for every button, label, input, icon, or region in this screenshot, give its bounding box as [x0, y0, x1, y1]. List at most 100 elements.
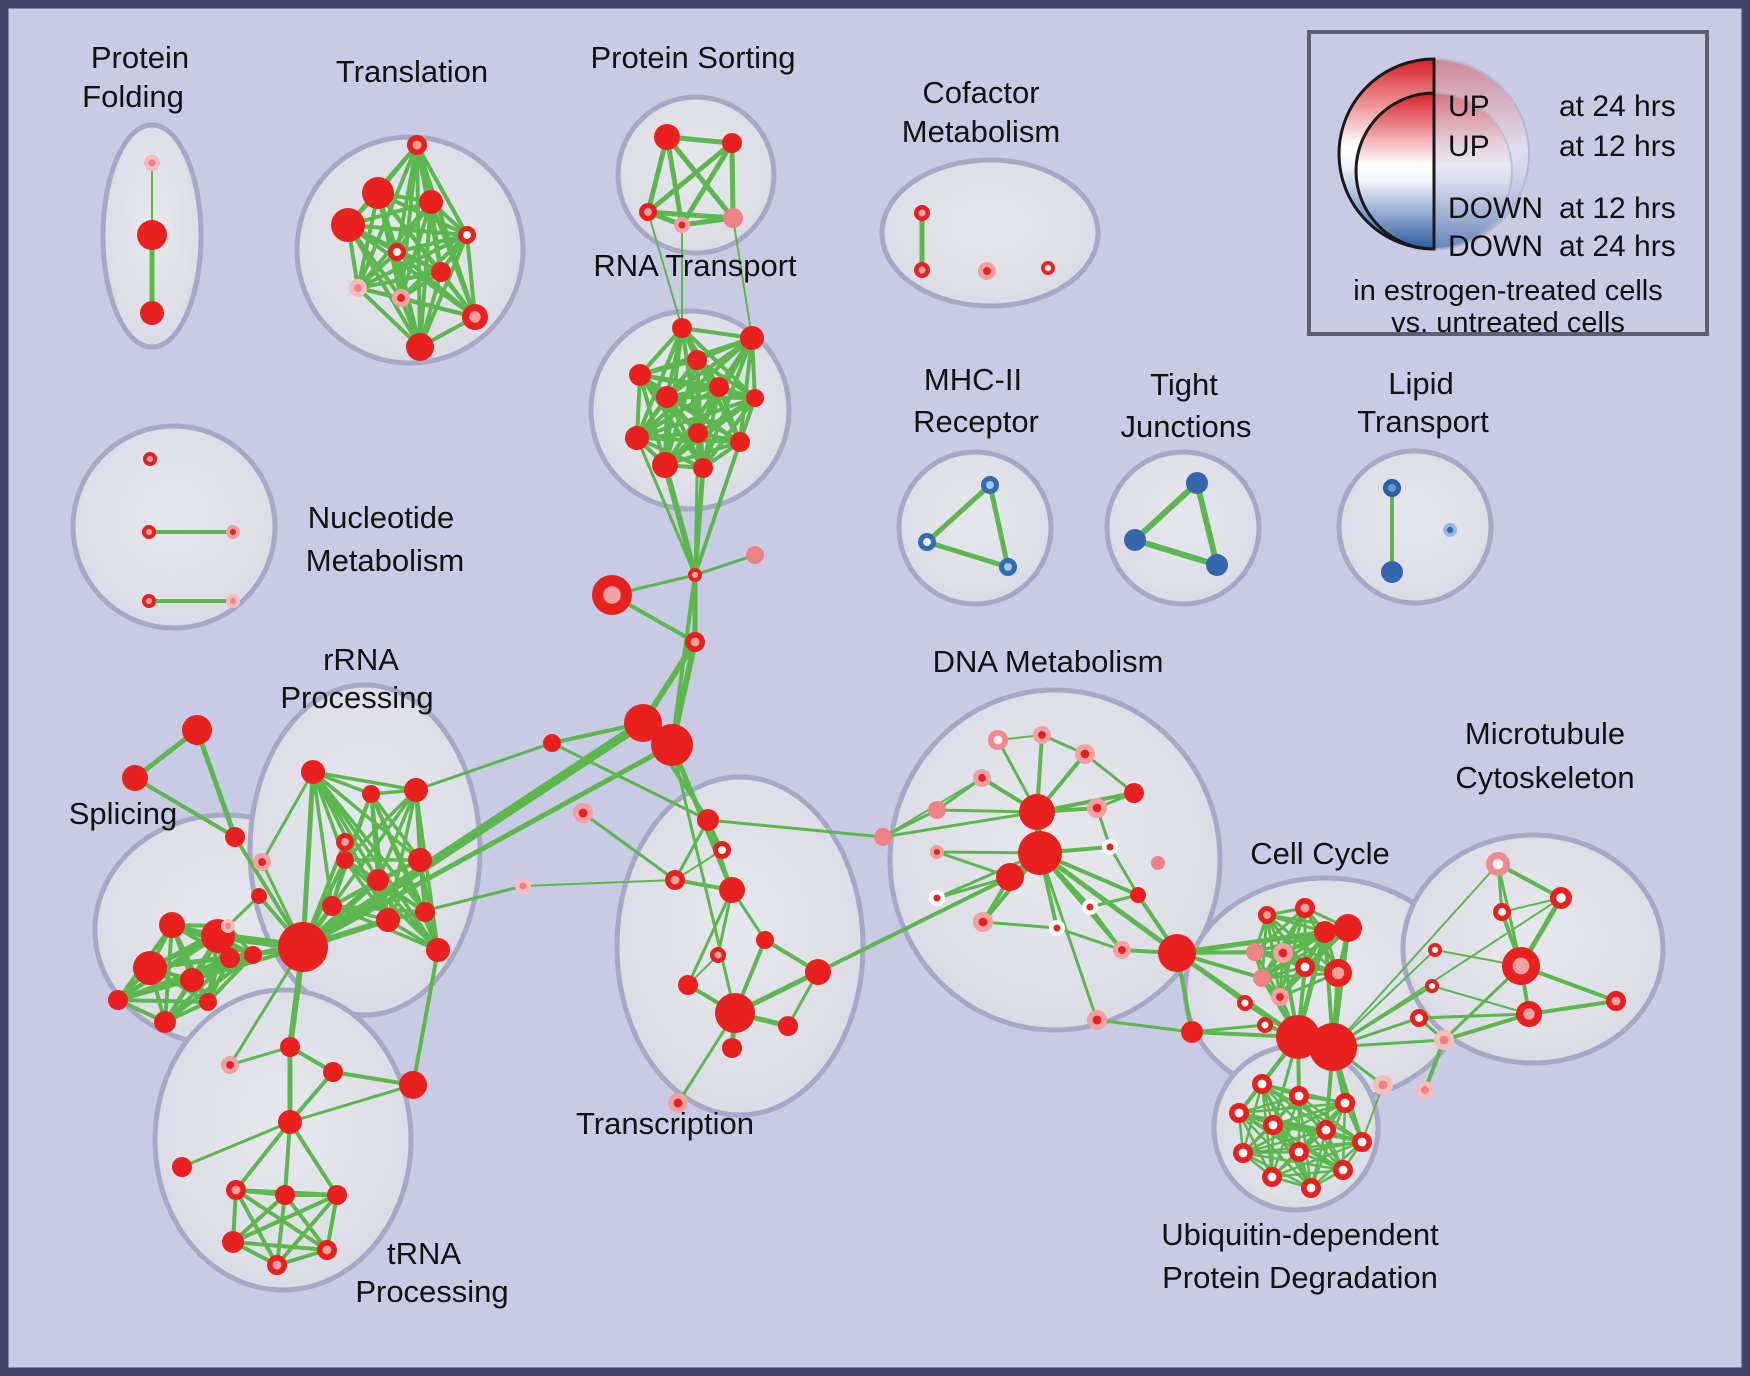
network-node [1410, 1009, 1429, 1028]
network-node [1124, 529, 1146, 551]
network-node [1295, 897, 1316, 918]
network-node [399, 1071, 427, 1099]
network-node [746, 389, 764, 407]
network-node [1381, 561, 1403, 583]
network-node [1416, 1081, 1435, 1100]
network-node [1113, 941, 1132, 960]
network-node [740, 326, 764, 350]
network-node [693, 458, 713, 478]
network-node [1493, 903, 1512, 922]
network-node [348, 278, 367, 297]
legend-up-12-word: UP [1448, 130, 1490, 163]
cluster-label-cofactor-metabolism: Cofactor [922, 75, 1039, 110]
network-node [431, 262, 451, 282]
network-node [1252, 1074, 1273, 1095]
network-node [1316, 1120, 1337, 1141]
cluster-label-tight-junctions: Tight [1150, 367, 1218, 402]
network-node [1434, 1030, 1455, 1051]
cluster-label-cofactor-metabolism: Metabolism [902, 114, 1061, 149]
network-node [391, 288, 410, 307]
network-node [1606, 990, 1627, 1011]
network-node [1427, 943, 1442, 958]
network-node [981, 475, 1000, 494]
network-node [1130, 887, 1146, 903]
network-node [1309, 1023, 1357, 1071]
network-node [387, 243, 406, 262]
network-node [572, 802, 593, 823]
network-node [719, 877, 745, 903]
network-node [336, 851, 354, 869]
network-node [225, 827, 245, 847]
network-node [327, 1185, 347, 1205]
network-node [220, 948, 240, 968]
network-node [1033, 726, 1052, 745]
network-nodes [108, 124, 1627, 1276]
network-node [278, 1110, 302, 1134]
network-node [1324, 958, 1353, 987]
network-node [1151, 856, 1165, 870]
network-node [1273, 942, 1294, 963]
legend-down-24-time: at 24 hrs [1559, 230, 1676, 263]
network-node [972, 911, 993, 932]
network-node [723, 208, 743, 228]
network-node [122, 765, 148, 791]
network-node [226, 594, 241, 609]
legend-inner-left-half [1354, 91, 1436, 251]
network-node [639, 203, 658, 222]
network-node [362, 785, 380, 803]
network-node [182, 715, 212, 745]
legend-outer-left-half [1337, 57, 1436, 251]
network-node [1314, 921, 1336, 943]
network-node [1271, 988, 1290, 1007]
network-node [172, 1157, 192, 1177]
network-node [918, 533, 937, 552]
network-node [746, 546, 764, 564]
cluster-label-rrna-processing: Processing [280, 680, 433, 715]
network-node [226, 1180, 247, 1201]
network-node [1186, 472, 1208, 494]
network-node [778, 1016, 798, 1036]
network-node [1236, 994, 1253, 1011]
network-node [1335, 1093, 1356, 1114]
network-node [1333, 1160, 1354, 1181]
network-node [996, 863, 1024, 891]
cluster-label-microtubule-cytoskeleton: Microtubule [1465, 716, 1625, 751]
legend-caption-line2: vs. untreated cells [1391, 307, 1625, 339]
cluster-label-rna-transport: RNA Transport [593, 248, 797, 283]
network-node [1295, 956, 1316, 977]
network-node [335, 833, 354, 852]
cluster-ellipse-nucleotide-metabolism [70, 423, 278, 631]
network-node [709, 377, 729, 397]
network-node [874, 828, 892, 846]
network-node [280, 1037, 300, 1057]
network-node [221, 1056, 240, 1075]
network-node [1334, 914, 1362, 942]
network-node [678, 975, 698, 995]
network-node [226, 525, 241, 540]
network-node [709, 946, 726, 963]
network-node [1501, 947, 1540, 986]
network-node [278, 922, 328, 972]
network-node [419, 190, 443, 214]
network-node [180, 968, 204, 992]
network-node [987, 729, 1008, 750]
network-node [404, 778, 428, 802]
network-node [688, 423, 708, 443]
network-node [1263, 1115, 1284, 1136]
network-node [301, 760, 325, 784]
network-node [1262, 1167, 1283, 1188]
network-node [722, 133, 742, 153]
network-node [928, 801, 946, 819]
cluster-label-dna-metabolism: DNA Metabolism [933, 644, 1164, 679]
network-node [1018, 831, 1062, 875]
network-node [805, 959, 831, 985]
cluster-label-splicing: Splicing [69, 796, 178, 831]
network-node [1087, 1009, 1108, 1030]
network-node [331, 208, 365, 242]
cluster-ellipse-trna-processing [152, 987, 414, 1293]
network-node [367, 869, 389, 891]
network-node [1019, 794, 1055, 830]
network-node [143, 451, 158, 466]
legend-box: UP at 24 hrs UP at 12 hrs DOWN at 12 hrs… [1307, 30, 1709, 339]
